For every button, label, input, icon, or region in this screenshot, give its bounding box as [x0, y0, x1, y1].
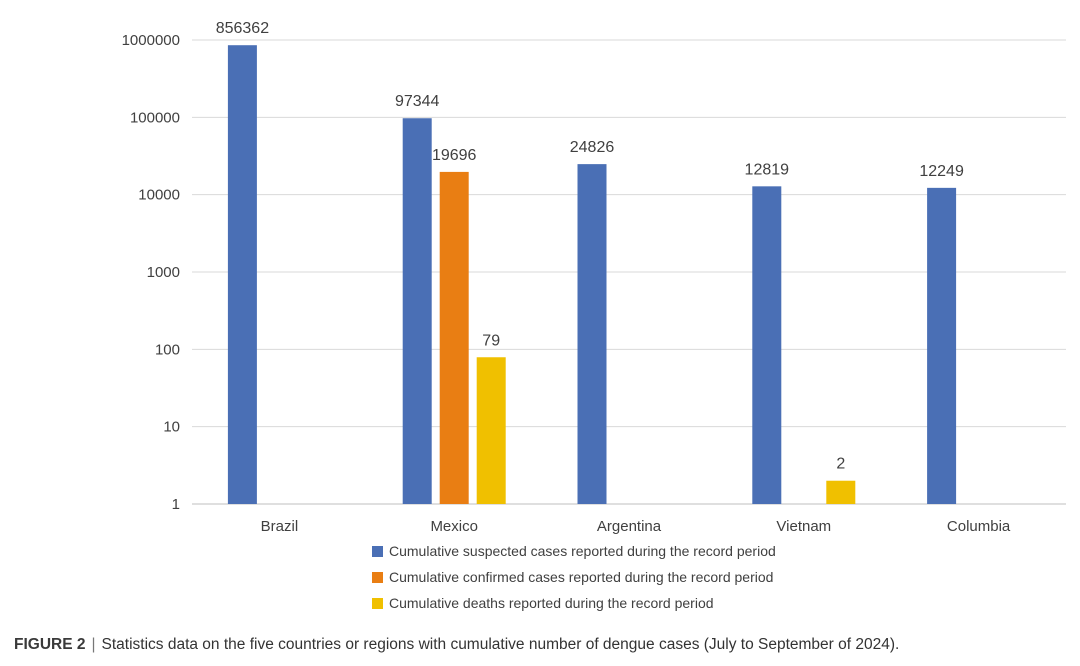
y-tick-label: 1: [172, 496, 180, 513]
legend-swatch: [372, 546, 383, 557]
x-axis: Brazil Mexico Argentina Vietnam Columbia: [261, 518, 1011, 535]
x-tick-label: Mexico: [430, 518, 478, 535]
x-tick-label: Columbia: [947, 518, 1011, 535]
y-tick-label: 1000: [147, 264, 180, 281]
chart: 1 10 100 1000 10000 100000 1000000 856362 97344…: [122, 20, 1066, 611]
bar-columbia-series-1: [927, 187, 957, 504]
y-tick-label: 10000: [138, 187, 180, 204]
x-tick-label: Vietnam: [776, 518, 831, 535]
bars: [227, 45, 957, 505]
data-label: 12249: [919, 163, 964, 180]
figure-label: FIGURE 2: [14, 636, 86, 653]
data-label: 856362: [216, 20, 269, 37]
legend-label: Cumulative confirmed cases reported duri…: [389, 569, 773, 585]
gridlines: [192, 39, 1066, 505]
legend-label: Cumulative suspected cases reported duri…: [389, 543, 776, 559]
bar-mexico-series-1: [402, 118, 432, 504]
y-axis: 1 10 100 1000 10000 100000 1000000: [122, 32, 180, 513]
bar-vietnam-series-3: [826, 480, 856, 504]
caption-text: Statistics data on the five countries or…: [101, 636, 900, 653]
legend: Cumulative suspected cases reported duri…: [372, 543, 776, 611]
legend-swatch: [372, 572, 383, 583]
bar-vietnam-series-1: [752, 186, 782, 505]
data-label: 79: [482, 332, 500, 349]
data-label: 24826: [570, 139, 615, 156]
figure-caption: FIGURE 2 | Statistics data on the five cou…: [14, 636, 1074, 654]
bar-mexico-series-2: [439, 171, 469, 504]
data-label: 97344: [395, 93, 440, 110]
data-label: 12819: [745, 161, 790, 178]
legend-label: Cumulative deaths reported during the re…: [389, 595, 714, 611]
y-tick-label: 10: [163, 419, 180, 436]
bar-mexico-series-3: [476, 357, 506, 504]
data-labels: 856362 97344 19696 79 24826 12819 2 12249: [216, 20, 964, 473]
legend-swatch: [372, 598, 383, 609]
x-tick-label: Brazil: [261, 518, 299, 535]
y-tick-label: 100000: [130, 109, 180, 126]
caption-separator: |: [91, 636, 96, 653]
bar-argentina-series-1: [577, 164, 607, 505]
bar-brazil-series-1: [227, 45, 257, 505]
y-tick-label: 1000000: [122, 32, 180, 49]
y-tick-label: 100: [155, 341, 180, 358]
x-tick-label: Argentina: [597, 518, 662, 535]
data-label: 19696: [432, 147, 477, 164]
data-label: 2: [836, 456, 845, 473]
